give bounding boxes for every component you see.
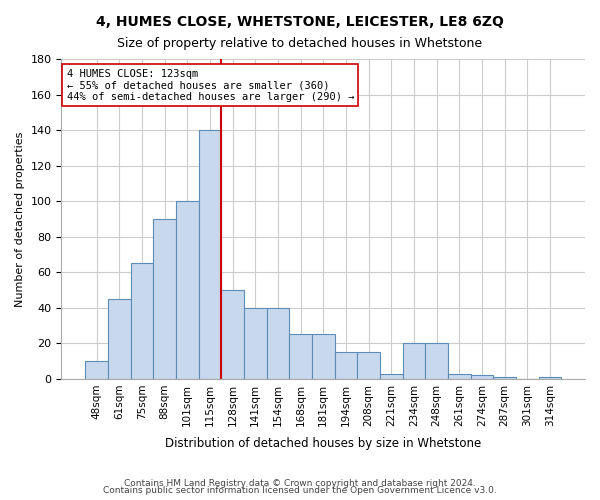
Bar	[470, 376, 493, 379]
Bar	[312, 334, 335, 379]
Bar	[266, 308, 289, 379]
Bar	[335, 352, 357, 379]
Text: Contains public sector information licensed under the Open Government Licence v3: Contains public sector information licen…	[103, 486, 497, 495]
Bar	[539, 377, 561, 379]
Bar	[85, 361, 108, 379]
Text: 4 HUMES CLOSE: 123sqm
← 55% of detached houses are smaller (360)
44% of semi-det: 4 HUMES CLOSE: 123sqm ← 55% of detached …	[67, 68, 354, 102]
Bar	[131, 264, 153, 379]
Bar	[357, 352, 380, 379]
Bar	[493, 377, 516, 379]
Bar	[108, 299, 131, 379]
Bar	[153, 219, 176, 379]
Bar	[425, 344, 448, 379]
Bar	[221, 290, 244, 379]
Bar	[199, 130, 221, 379]
Text: Size of property relative to detached houses in Whetstone: Size of property relative to detached ho…	[118, 38, 482, 51]
Bar	[380, 374, 403, 379]
Text: 4, HUMES CLOSE, WHETSTONE, LEICESTER, LE8 6ZQ: 4, HUMES CLOSE, WHETSTONE, LEICESTER, LE…	[96, 15, 504, 29]
Y-axis label: Number of detached properties: Number of detached properties	[15, 132, 25, 306]
Bar	[403, 344, 425, 379]
X-axis label: Distribution of detached houses by size in Whetstone: Distribution of detached houses by size …	[165, 437, 481, 450]
Bar	[176, 201, 199, 379]
Bar	[289, 334, 312, 379]
Bar	[244, 308, 266, 379]
Text: Contains HM Land Registry data © Crown copyright and database right 2024.: Contains HM Land Registry data © Crown c…	[124, 478, 476, 488]
Bar	[448, 374, 470, 379]
